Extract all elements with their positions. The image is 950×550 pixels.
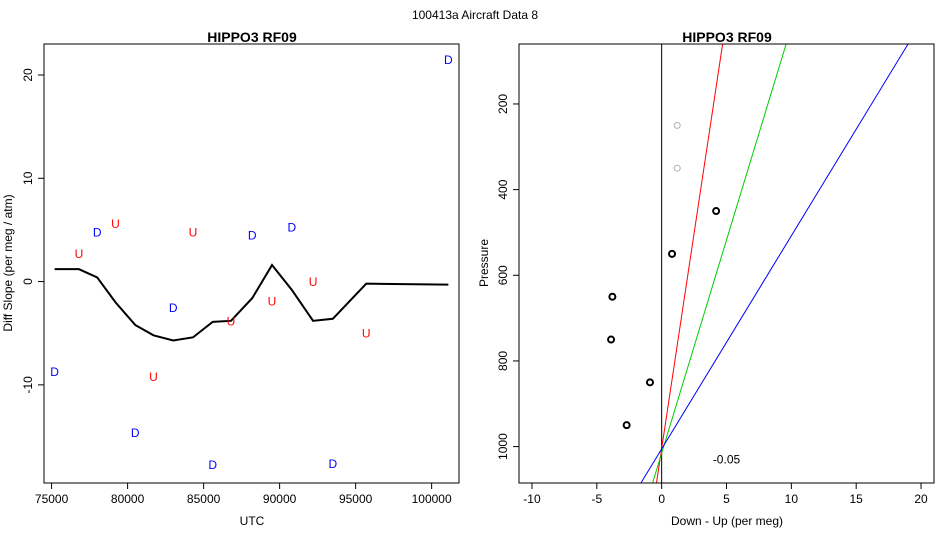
up-point-label: U xyxy=(309,275,318,289)
x-tick-label: 90000 xyxy=(263,492,297,506)
page-title: 100413a Aircraft Data 8 xyxy=(412,8,538,22)
right-y-axis-label: Pressure xyxy=(477,239,491,287)
green-fit-line xyxy=(652,44,787,483)
x-tick-label: 0 xyxy=(658,492,665,506)
data-point xyxy=(622,421,631,430)
y-tick-label: 20 xyxy=(21,68,35,82)
down-point-label: D xyxy=(208,458,217,472)
slope-annotation: -0.05 xyxy=(713,453,741,467)
x-tick-label: 5 xyxy=(723,492,730,506)
down-point-label: D xyxy=(169,301,178,315)
grey-data-point xyxy=(673,121,681,129)
right-x-axis-label: Down - Up (per meg) xyxy=(671,514,783,528)
left-chart-title: HIPPO3 RF09 xyxy=(207,29,297,45)
down-point-label: D xyxy=(444,53,453,67)
data-point xyxy=(645,378,654,387)
x-tick-label: 10 xyxy=(785,492,799,506)
x-tick-label: 80000 xyxy=(111,492,145,506)
down-point-label: D xyxy=(287,220,296,234)
x-tick-label: 95000 xyxy=(339,492,373,506)
up-point-label: U xyxy=(111,217,120,231)
down-point-label: D xyxy=(50,365,59,379)
up-point-label: U xyxy=(75,247,84,261)
data-point xyxy=(607,335,616,344)
down-point-label: D xyxy=(328,457,337,471)
y-tick-label: -10 xyxy=(21,376,35,394)
left-y-axis-label: Diff Slope (per meg / atm) xyxy=(1,194,15,331)
y-tick-label: 600 xyxy=(496,265,510,285)
right-plot-frame xyxy=(518,43,935,484)
x-tick-label: -5 xyxy=(591,492,602,506)
x-tick-label: 85000 xyxy=(187,492,221,506)
x-tick-label: 75000 xyxy=(35,492,69,506)
data-point xyxy=(608,292,617,301)
red-fit-line xyxy=(655,44,724,483)
left-plot-frame xyxy=(43,43,460,484)
up-point-label: U xyxy=(362,327,371,341)
left-plot: 75000 80000 85000 90000 95000 100000 -10 0 10 20 D… xyxy=(21,43,460,506)
x-tick-label: -10 xyxy=(523,492,541,506)
right-chart-title: HIPPO3 RF09 xyxy=(682,29,772,45)
smooth-line xyxy=(54,263,449,342)
up-point-label: U xyxy=(149,370,158,384)
data-point xyxy=(668,249,677,258)
left-x-axis-label: UTC xyxy=(240,514,265,528)
y-tick-label: 0 xyxy=(21,278,35,285)
right-plot: -10 -5 0 5 10 15 20 200 400 600 800 1000 -0.05 xyxy=(496,43,935,506)
x-tick-label: 15 xyxy=(850,492,864,506)
y-tick-label: 10 xyxy=(21,171,35,185)
blue-fit-line xyxy=(640,44,909,483)
up-point-label: U xyxy=(227,314,236,328)
up-point-label: U xyxy=(268,295,277,309)
x-tick-label: 100000 xyxy=(412,492,452,506)
down-point-label: D xyxy=(131,426,140,440)
grey-data-point xyxy=(673,164,681,172)
down-point-label: D xyxy=(248,229,257,243)
y-tick-label: 800 xyxy=(496,351,510,371)
data-point xyxy=(712,207,721,216)
y-tick-label: 200 xyxy=(496,94,510,114)
up-point-label: U xyxy=(189,225,198,239)
y-tick-label: 1000 xyxy=(496,433,510,460)
y-tick-label: 400 xyxy=(496,179,510,199)
down-point-label: D xyxy=(93,225,102,239)
x-tick-label: 20 xyxy=(914,492,928,506)
